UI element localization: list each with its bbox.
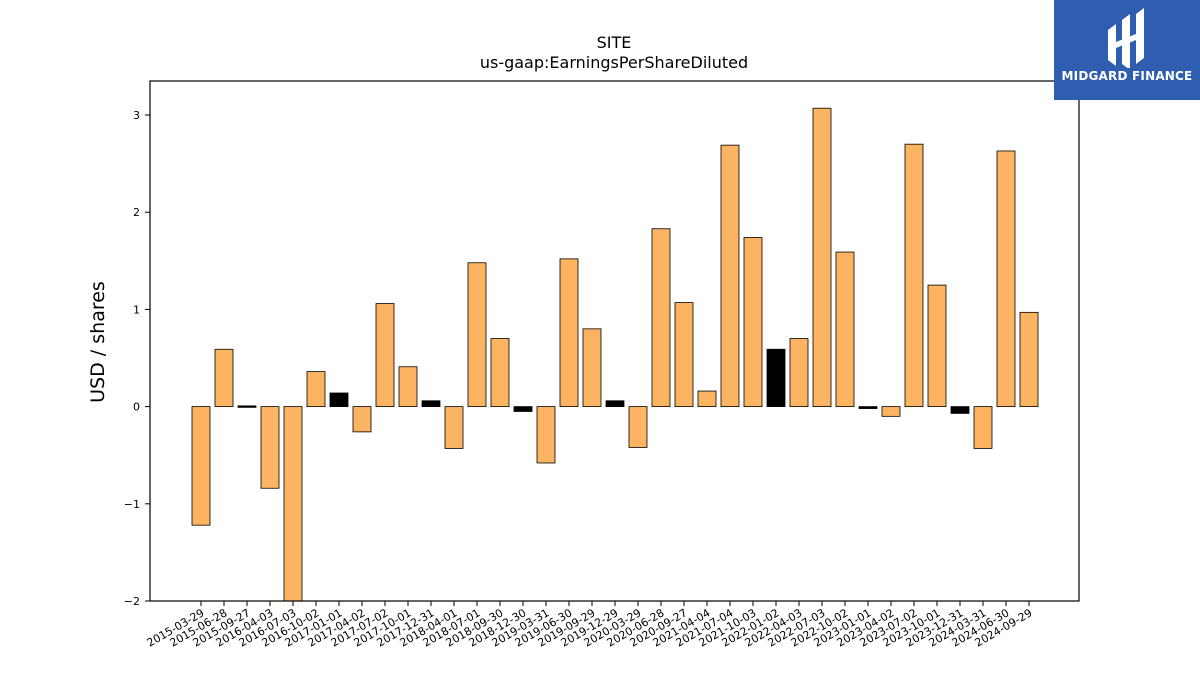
bar-2016-07-03 [283,406,303,602]
bar-2024-03-31 [973,406,993,449]
bar-2023-10-01 [927,284,947,408]
y-tick-label: 0 [133,401,140,414]
bar-2019-06-30 [559,258,579,408]
bar-2023-12-31 [950,406,970,414]
y-axis-ticks: −2 −1 0 1 2 3 [124,109,150,608]
bar-2023-01-01 [858,406,878,409]
y-axis-label: USD / shares [87,281,109,403]
bar-2015-06-28 [214,348,234,408]
y-tick-label: 1 [133,303,140,316]
x-axis-ticks: 2015-03-292015-06-282015-09-272016-04-03… [145,601,1035,650]
y-tick-label: −1 [124,498,140,511]
y-tick-label: 3 [133,109,140,122]
bar-2018-09-30 [490,338,510,408]
chart-subtitle: us-gaap:EarningsPerShareDiluted [480,53,748,72]
bar-2017-04-02 [352,406,372,433]
bar-2016-10-02 [306,371,326,408]
bar-2022-04-03 [789,338,809,408]
bar-2019-09-29 [582,328,602,408]
bar-2020-03-29 [628,406,648,448]
bar-2021-10-03 [743,237,763,408]
bar-2018-04-01 [444,406,464,449]
bar-2017-07-02 [375,303,395,408]
midgard-logo-icon [1108,8,1144,68]
bar-2017-10-01 [398,366,418,408]
plot-frame [149,80,1080,602]
bar-2017-01-01 [329,392,349,408]
bars-group [191,107,1039,602]
y-tick-label: −2 [124,595,140,608]
bar-2018-12-30 [513,406,533,412]
bar-2020-06-28 [651,228,671,408]
bar-2017-12-31 [421,400,441,408]
bar-2021-07-04 [720,144,740,408]
bar-2023-07-02 [904,143,924,408]
bar-2019-03-31 [536,406,556,464]
bar-2022-01-02 [766,348,786,408]
logo-text: MIDGARD FINANCE [1061,69,1193,83]
bar-2023-04-02 [881,406,901,417]
bar-2022-07-03 [812,107,832,408]
y-tick-label: 2 [133,206,140,219]
bar-2018-07-01 [467,262,487,408]
bar-2022-10-02 [835,251,855,408]
bar-2024-09-29 [1019,311,1039,408]
chart-title: SITE [597,33,632,52]
bar-2016-04-03 [260,406,280,489]
bar-2019-12-29 [605,400,625,408]
bar-2021-04-04 [697,390,717,408]
bar-2020-09-27 [674,302,694,408]
bar-2024-06-30 [996,150,1016,408]
brand-logo: MIDGARD FINANCE [1054,0,1200,100]
bar-2015-03-29 [191,406,211,526]
bar-2015-09-27 [237,405,257,408]
